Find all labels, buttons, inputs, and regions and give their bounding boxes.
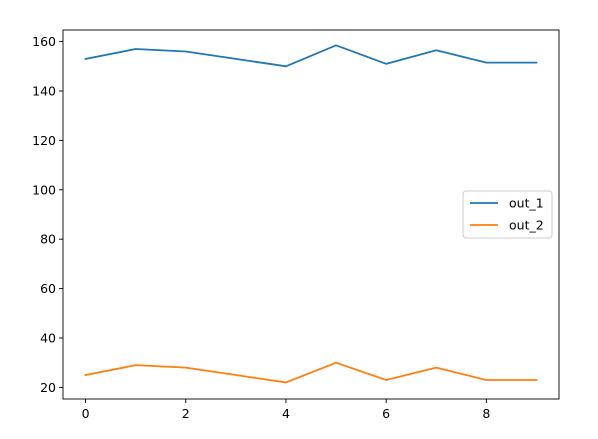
x-tick-label: 2 (182, 406, 190, 421)
y-tick-label: 100 (32, 182, 56, 197)
legend-label-out_1: out_1 (509, 196, 544, 211)
y-tick-label: 80 (40, 232, 56, 247)
x-tick-label: 0 (82, 406, 90, 421)
series-layer (84, 44, 538, 384)
x-tick-label: 8 (482, 406, 490, 421)
legend: out_1 out_2 (462, 190, 553, 239)
legend-items: out_1 out_2 (470, 196, 544, 233)
y-tick-label: 60 (40, 281, 56, 296)
y-tick-label: 160 (32, 34, 56, 49)
y-tick-label: 20 (40, 380, 56, 395)
y-tick-label: 40 (40, 330, 56, 345)
y-tick-label: 140 (32, 84, 56, 99)
series-line-out_1 (84, 44, 538, 68)
x-tick-label: 4 (282, 406, 290, 421)
y-tick-label: 120 (32, 133, 56, 148)
ticks-layer: 0 2 4 6 8 20 40 60 80 100 120 140 160 (32, 34, 490, 421)
plot-frame (62, 29, 560, 400)
legend-label-out_2: out_2 (509, 218, 544, 233)
x-tick-label: 6 (382, 406, 390, 421)
series-line-out_2 (84, 361, 538, 384)
